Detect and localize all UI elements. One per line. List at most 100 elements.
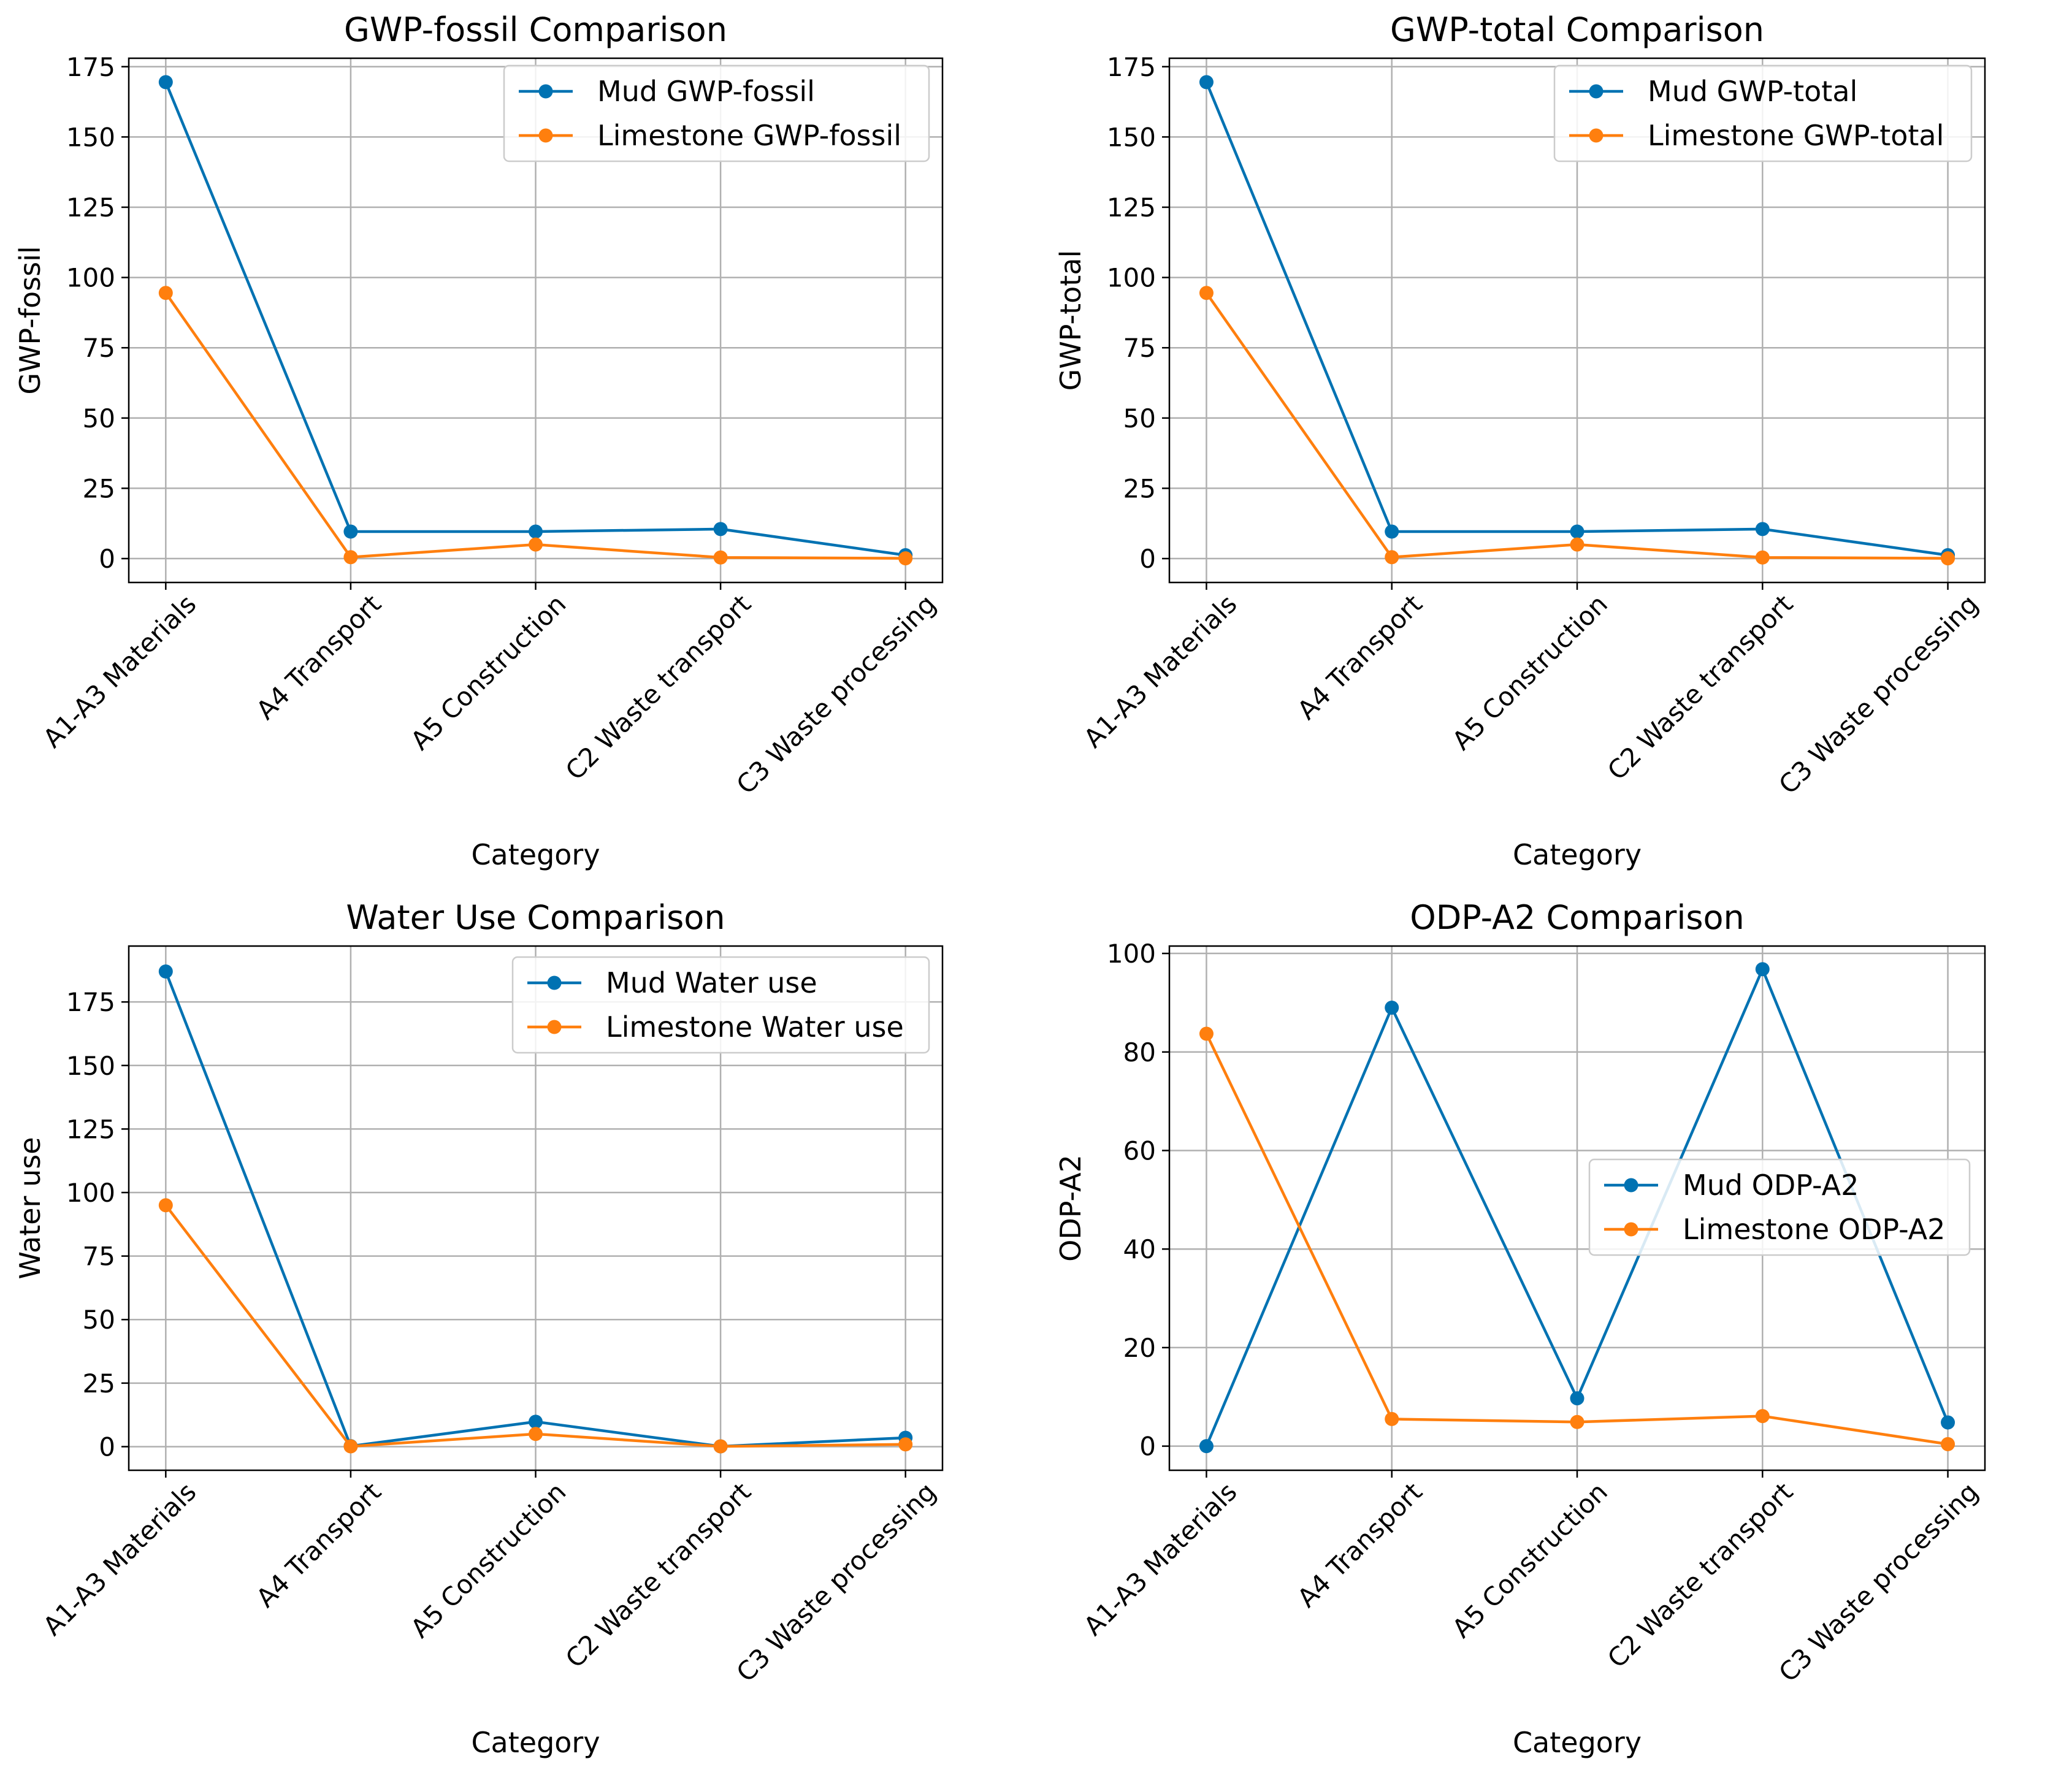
data-point: [898, 1437, 913, 1452]
data-point: [1385, 550, 1399, 565]
data-point: [529, 1414, 543, 1429]
y-tick-label: 150: [66, 1051, 115, 1081]
x-tick-label: C3 Waste processing: [730, 589, 941, 800]
data-point: [343, 524, 358, 539]
y-tick-label: 0: [1139, 544, 1156, 574]
y-tick-label: 150: [66, 122, 115, 152]
x-axis-label: Category: [1513, 838, 1642, 871]
legend-box: [1588, 1158, 1971, 1256]
y-tick-label: 100: [66, 263, 115, 293]
x-tick-label: A1-A3 Materials: [37, 1476, 202, 1641]
legend-box: [1553, 64, 1973, 162]
legend-marker-1: [1589, 84, 1604, 99]
x-tick-label: A5 Construction: [405, 589, 572, 755]
x-tick-label: A5 Construction: [1447, 1476, 1613, 1643]
data-point: [529, 1427, 543, 1441]
legend: Mud ODP-A2 Limestone ODP-A2: [1588, 1158, 1971, 1256]
data-point: [1941, 1415, 1955, 1430]
x-tick-label: C3 Waste processing: [730, 1476, 941, 1687]
x-tick-label: C2 Waste transport: [560, 1476, 757, 1673]
data-point: [1941, 1437, 1955, 1451]
legend-label-1: Mud ODP-A2: [1683, 1169, 1859, 1202]
data-point: [529, 537, 543, 552]
y-tick-label: 25: [83, 473, 115, 503]
chart-panel-1: 0 25 50 75 100 125 150 175 A1-A3 Materials A4 Tra…: [13, 10, 944, 871]
y-tick-label: 80: [1123, 1037, 1156, 1067]
y-tick-label: 100: [66, 1178, 115, 1208]
chart-title: ODP-A2 Comparison: [1410, 898, 1745, 937]
y-tick-label: 100: [1107, 939, 1156, 969]
x-tick-label: A5 Construction: [1447, 589, 1613, 755]
x-axis-label: Category: [471, 838, 600, 871]
legend-marker-1: [538, 84, 553, 99]
y-axis-label: GWP-fossil: [13, 246, 47, 394]
x-tick-label: C3 Waste processing: [1773, 1476, 1984, 1687]
data-point: [1570, 1414, 1585, 1429]
data-point: [1755, 550, 1770, 565]
data-point: [1941, 551, 1955, 566]
data-point: [1570, 1391, 1585, 1406]
x-tick-label: A1-A3 Materials: [37, 589, 202, 754]
y-axis-label: GWP-total: [1054, 250, 1087, 391]
data-point: [158, 964, 173, 979]
legend-marker-2: [1589, 128, 1604, 143]
x-tick-label: A4 Transport: [250, 1476, 387, 1613]
y-axis-label: Water use: [13, 1137, 47, 1279]
x-tick-label: C3 Waste processing: [1773, 589, 1984, 800]
y-tick-label: 100: [1107, 263, 1156, 293]
y-tick-label: 175: [66, 52, 115, 82]
x-tick-label: A4 Transport: [250, 589, 387, 725]
data-point: [158, 1198, 173, 1213]
chart-title: GWP-fossil Comparison: [344, 10, 727, 49]
legend-marker-2: [1624, 1222, 1638, 1237]
data-point: [713, 550, 728, 565]
data-point: [1385, 1000, 1399, 1015]
y-tick-label: 75: [1123, 333, 1156, 363]
y-tick-label: 175: [66, 987, 115, 1017]
legend-label-1: Mud GWP-fossil: [597, 75, 815, 108]
legend-marker-2: [538, 128, 553, 143]
x-axis-label: Category: [1513, 1726, 1642, 1759]
legend-label-1: Mud GWP-total: [1648, 75, 1857, 108]
chart-panel-4: 0 20 40 60 80 100 A1-A3 Materials A4 Transport A…: [1054, 898, 1986, 1759]
legend-label-2: Limestone GWP-fossil: [597, 119, 901, 152]
x-tick-label: A4 Transport: [1291, 1476, 1428, 1613]
legend-label-2: Limestone GWP-total: [1648, 119, 1944, 152]
y-tick-label: 0: [99, 544, 115, 574]
y-tick-label: 75: [83, 333, 115, 363]
data-point: [1755, 522, 1770, 536]
y-tick-label: 150: [1107, 122, 1156, 152]
y-tick-label: 50: [83, 1305, 115, 1335]
data-point: [713, 522, 728, 536]
y-tick-label: 20: [1123, 1333, 1156, 1363]
legend: Mud Water use Limestone Water use: [511, 956, 930, 1054]
data-point: [343, 1439, 358, 1454]
chart-panel-3: 0 25 50 75 100 125 150 175 A1-A3 Materials A4 Tra…: [13, 898, 944, 1759]
data-point: [1199, 1439, 1214, 1454]
x-tick-label: C2 Waste transport: [1602, 589, 1799, 785]
data-point: [343, 550, 358, 565]
x-tick-label: A1-A3 Materials: [1078, 1476, 1243, 1641]
data-point: [713, 1439, 728, 1454]
legend-label-1: Mud Water use: [606, 966, 817, 999]
data-point: [158, 286, 173, 300]
legend: Mud GWP-fossil Limestone GWP-fossil: [503, 64, 930, 162]
legend: Mud GWP-total Limestone GWP-total: [1553, 64, 1973, 162]
y-tick-label: 50: [83, 403, 115, 433]
legend-label-2: Limestone Water use: [606, 1010, 904, 1044]
legend-box: [503, 64, 930, 162]
legend-marker-1: [547, 975, 562, 990]
data-point: [1755, 1409, 1770, 1424]
legend-box: [511, 956, 930, 1054]
y-tick-label: 0: [1139, 1432, 1156, 1462]
y-tick-label: 25: [1123, 473, 1156, 503]
data-point: [158, 75, 173, 90]
legend-marker-2: [547, 1020, 562, 1034]
y-tick-label: 0: [99, 1432, 115, 1462]
x-tick-label: C2 Waste transport: [560, 589, 757, 785]
legend-label-2: Limestone ODP-A2: [1683, 1213, 1945, 1246]
chart-title: GWP-total Comparison: [1390, 10, 1764, 49]
data-point: [1570, 524, 1585, 539]
y-tick-label: 60: [1123, 1136, 1156, 1166]
x-tick-label: A5 Construction: [405, 1476, 572, 1643]
